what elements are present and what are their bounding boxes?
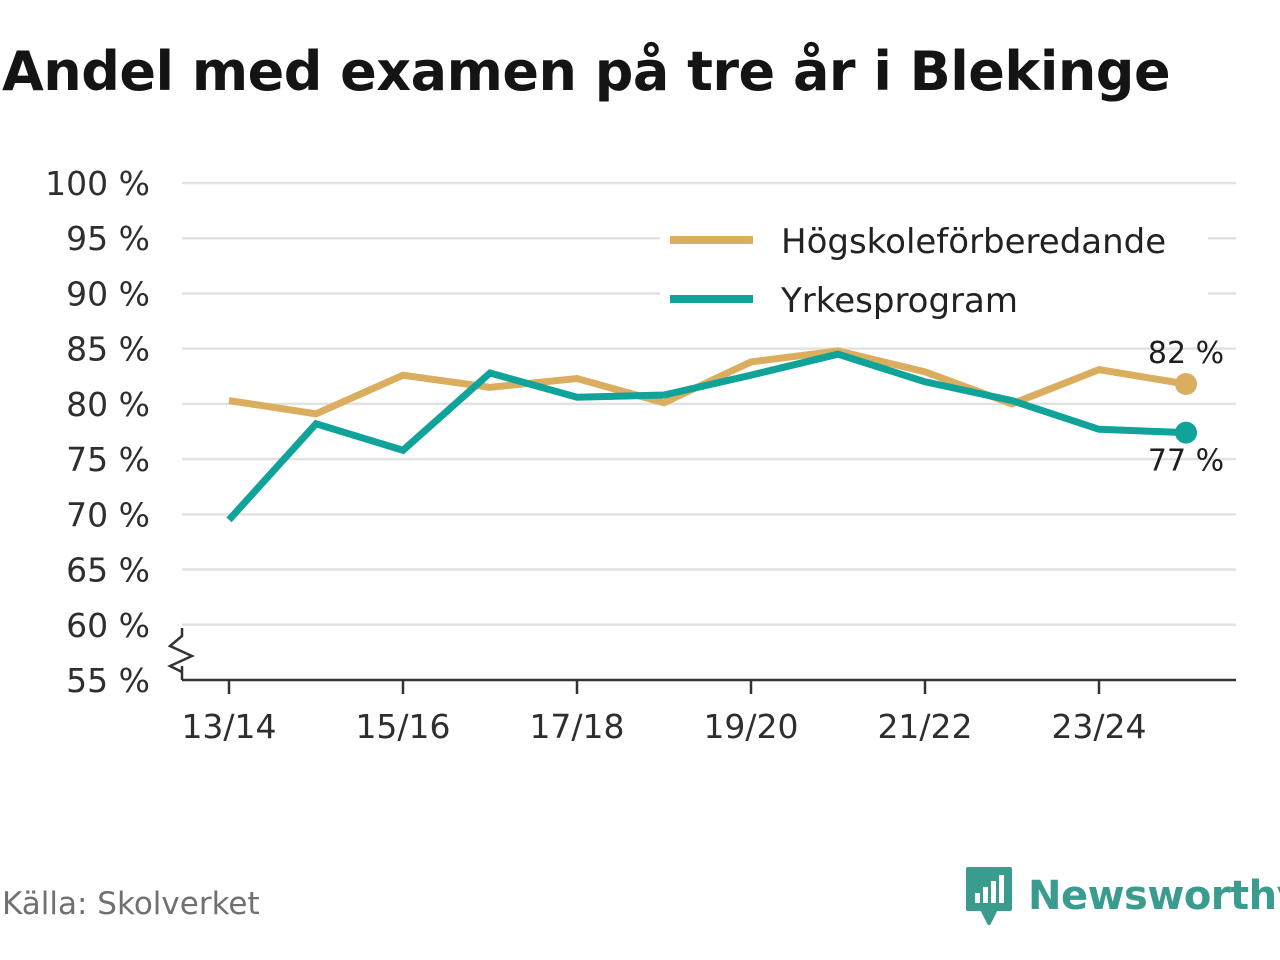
- x-tick-label: 21/22: [877, 707, 972, 746]
- y-tick-label: 90 %: [66, 274, 150, 313]
- series-end-label-0: 82 %: [1148, 336, 1224, 371]
- y-axis-break: [167, 628, 196, 674]
- y-tick-label: 100 %: [45, 164, 150, 203]
- y-axis-tick-labels: 100 % 95 % 90 % 85 % 80 % 75 % 70 % 65 % 60 % 55 …: [45, 164, 150, 700]
- brand-logo: Newsworthy: [964, 864, 1280, 928]
- y-tick-label: 95 %: [66, 219, 150, 258]
- legend: Högskoleförberedande Yrkesprogram: [660, 212, 1208, 334]
- series-line-1: [226, 350, 1187, 523]
- newsworthy-logo-icon: [966, 867, 1012, 925]
- y-tick-label: 85 %: [66, 330, 150, 369]
- series-end-marker-0: [1175, 373, 1197, 396]
- y-tick-label: 55 %: [66, 661, 150, 700]
- source-note: Källa: Skolverket: [2, 886, 260, 922]
- x-tick-label: 19/20: [703, 707, 798, 746]
- brand-name: Newsworthy: [1028, 873, 1280, 919]
- series-end-label-1: 77 %: [1148, 444, 1224, 479]
- x-tick-label: 17/18: [529, 707, 624, 746]
- x-axis: [167, 628, 1236, 694]
- y-tick-label: 70 %: [66, 495, 150, 534]
- y-tick-label: 75 %: [66, 440, 150, 479]
- x-axis-tick-labels: 13/14 15/16 17/18 19/20 21/22 23/24: [181, 707, 1146, 746]
- y-tick-label: 65 %: [66, 551, 150, 590]
- x-tick-label: 23/24: [1051, 707, 1146, 746]
- y-tick-label: 60 %: [66, 606, 150, 645]
- x-tick-label: 13/14: [181, 707, 276, 746]
- y-tick-label: 80 %: [66, 385, 150, 424]
- series-lines: 82 % 77 %: [226, 336, 1224, 523]
- x-tick-label: 15/16: [355, 707, 450, 746]
- series-end-marker-1: [1175, 421, 1197, 444]
- legend-label-1: Yrkesprogram: [780, 281, 1018, 321]
- chart-title: Andel med examen på tre år i Blekinge: [2, 40, 1171, 103]
- legend-background: [660, 212, 1208, 334]
- legend-label-0: Högskoleförberedande: [781, 222, 1166, 262]
